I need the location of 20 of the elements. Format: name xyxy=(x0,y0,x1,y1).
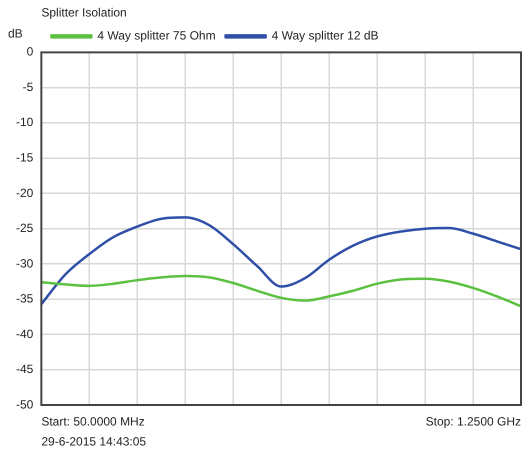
y-tick-label: -40 xyxy=(16,326,34,341)
legend-label: 4 Way splitter 12 dB xyxy=(272,28,379,43)
y-tick-label: -10 xyxy=(16,115,34,130)
legend-label: 4 Way splitter 75 Ohm xyxy=(97,28,216,43)
y-axis-title: dB xyxy=(8,26,23,40)
y-tick-label: -35 xyxy=(16,292,34,306)
y-tick-label: -20 xyxy=(16,186,34,200)
y-tick-label: -50 xyxy=(16,397,34,412)
line-series xyxy=(40,274,522,308)
y-tick-label: -45 xyxy=(16,362,34,376)
y-tick-label: -5 xyxy=(22,80,34,94)
y-tick-label: -25 xyxy=(16,221,34,236)
y-tick-label: -15 xyxy=(16,150,34,164)
y-tick-label: -30 xyxy=(16,256,34,270)
text: Stop: 1.2500 GHz xyxy=(426,414,521,428)
text: Start: 50.0000 MHz xyxy=(41,414,145,428)
line-series xyxy=(40,216,522,306)
chart-title: Splitter Isolation xyxy=(41,6,127,20)
y-tick-label: 0 xyxy=(26,44,34,59)
text: 29-6-2015 14:43:05 xyxy=(41,434,146,448)
